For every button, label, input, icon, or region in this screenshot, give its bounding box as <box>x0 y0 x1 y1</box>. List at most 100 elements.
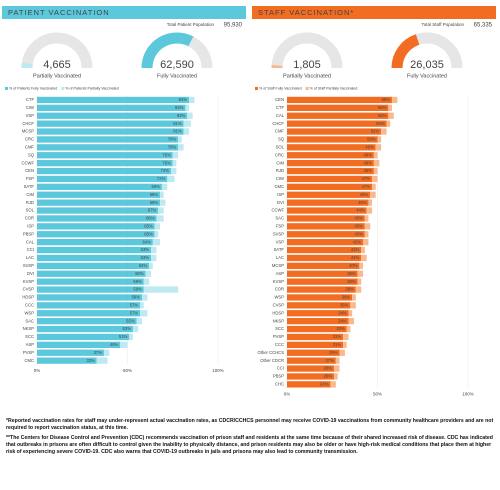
bar-segment <box>37 152 173 159</box>
value-label: 34% <box>338 310 347 315</box>
category-label: MCSP <box>272 263 284 268</box>
value-label: 81% <box>173 121 182 126</box>
bar-segment <box>154 231 159 238</box>
gauge-label: Partially Vaccinated <box>283 73 331 79</box>
bar-segment <box>189 96 195 104</box>
x-tick-label: 100% <box>212 368 224 373</box>
bar-segment <box>372 175 378 183</box>
category-label: DVI <box>27 271 34 276</box>
category-label: CCWF <box>271 208 284 213</box>
legend-swatch <box>61 87 65 90</box>
bar-segment <box>287 199 369 206</box>
bar-segment <box>287 302 351 309</box>
bar-segment <box>37 183 162 190</box>
bar-segment <box>287 120 387 127</box>
category-label: MCSP <box>22 129 34 134</box>
category-label: CMC <box>274 184 284 189</box>
footnote: **The Centers for Disease Control and Pr… <box>6 435 493 456</box>
category-label: NKSP <box>273 318 285 323</box>
bar-segment <box>37 310 141 317</box>
total-value: 95,930 <box>224 23 243 29</box>
bar-segment <box>287 365 335 372</box>
bar-segment <box>287 349 340 356</box>
category-label: KVSP <box>23 279 34 284</box>
category-label: CMF <box>25 144 35 149</box>
bar-segment <box>287 318 349 325</box>
value-label: 82% <box>175 105 184 110</box>
bar-segment <box>178 144 184 151</box>
bar-segment <box>183 120 191 127</box>
bar-segment <box>368 199 373 206</box>
category-label: CAL <box>276 113 285 118</box>
bar-segment <box>339 349 345 356</box>
bar-segment <box>37 160 173 167</box>
bar-segment <box>346 325 351 333</box>
bar-segment <box>160 199 166 206</box>
bar-segment <box>352 294 356 301</box>
bar-segment <box>37 223 155 230</box>
bar-segment <box>366 207 373 214</box>
gauge-label: Fully Vaccinated <box>407 73 447 79</box>
value-label: 24% <box>320 381 329 386</box>
category-label: CIW <box>276 176 284 181</box>
category-label: SCC <box>275 326 284 331</box>
value-label: 58% <box>382 97 391 102</box>
value-label: 42% <box>353 239 362 244</box>
bar-segment <box>37 254 152 262</box>
bar-segment <box>187 112 193 119</box>
value-label: 75% <box>162 152 171 157</box>
category-label: CTF <box>276 105 285 110</box>
value-label: 68% <box>150 200 159 205</box>
category-label: HDSP <box>22 295 34 300</box>
bar-segment <box>161 183 168 190</box>
category-label: CMC <box>24 358 34 363</box>
bar-segment <box>357 278 362 285</box>
bar-segment <box>170 167 177 175</box>
category-label: CEN <box>275 97 284 102</box>
gauge-fill <box>391 34 420 69</box>
bar-segment <box>152 239 161 246</box>
bar-segment <box>287 112 389 119</box>
value-label: 35% <box>340 302 349 307</box>
value-label: 55% <box>376 121 385 126</box>
category-label: Other CDCR <box>260 358 284 363</box>
bar-segment <box>160 191 164 198</box>
bar-segment <box>363 239 369 246</box>
value-label: 33% <box>336 326 345 331</box>
bar-segment <box>172 160 177 167</box>
bar-segment <box>334 365 340 372</box>
value-label: 39% <box>347 271 356 276</box>
dashboard: PATIENT VACCINATION Total Patient Populat… <box>2 6 496 396</box>
bar-segment <box>373 160 380 167</box>
value-label: 26% <box>324 374 333 379</box>
category-label: CCI <box>27 247 34 252</box>
bar-segment <box>287 325 347 333</box>
gauge-label: Partially Vaccinated <box>33 73 81 79</box>
bar-segment <box>334 373 338 380</box>
gauge-label: Fully Vaccinated <box>157 73 197 79</box>
value-label: 63% <box>141 247 150 252</box>
bar-segment <box>140 310 148 317</box>
value-label: 27% <box>325 358 334 363</box>
value-label: 56% <box>378 105 387 110</box>
value-label: 65% <box>144 231 153 236</box>
bar-segment <box>372 183 376 190</box>
bar-segment <box>37 215 157 222</box>
bar-segment <box>37 302 141 309</box>
value-label: 47% <box>362 184 371 189</box>
bar-segment <box>37 278 144 285</box>
bar-segment <box>37 318 137 325</box>
value-label: 56% <box>378 113 387 118</box>
category-label: VSP <box>276 239 285 244</box>
category-label: SQ <box>28 152 35 157</box>
bar-segment <box>37 96 190 104</box>
category-label: CHC <box>275 381 284 386</box>
bar-segment <box>156 215 164 222</box>
value-label: 84% <box>179 97 188 102</box>
bar-segment <box>136 318 142 325</box>
category-label: PVSP <box>273 334 284 339</box>
bar-segment <box>287 96 392 104</box>
legend-label: % of Staff Partially Vaccinated <box>310 87 358 91</box>
category-label: SOL <box>276 144 285 149</box>
value-label: 47% <box>362 176 371 181</box>
